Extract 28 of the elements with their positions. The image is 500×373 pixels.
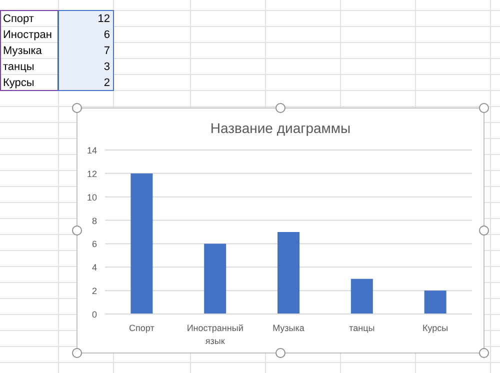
y-tick-label: 10 xyxy=(86,192,97,202)
text: 3 xyxy=(104,61,110,73)
text: танцы xyxy=(3,61,34,73)
text: 2 xyxy=(104,77,110,89)
y-tick-label: 4 xyxy=(92,262,97,273)
bar xyxy=(277,232,300,314)
x-tick-label: Музыка xyxy=(272,323,304,333)
y-tick-label: 0 xyxy=(92,310,97,320)
text: 7 xyxy=(104,45,110,57)
y-tick-label: 2 xyxy=(92,286,97,296)
x-tick-label: Спорт xyxy=(129,323,154,333)
bar xyxy=(350,278,373,314)
text: Музыка xyxy=(3,45,43,57)
chart-title: Название диаграммы xyxy=(210,120,351,136)
text: Иностран xyxy=(3,29,52,41)
y-tick-label: 8 xyxy=(92,216,97,226)
x-tick-label: Курсы xyxy=(422,323,448,333)
bar xyxy=(424,290,446,314)
bar xyxy=(130,173,153,314)
y-tick-label: 12 xyxy=(86,168,97,179)
text: Спорт xyxy=(3,13,34,25)
y-tick-label: 14 xyxy=(86,146,97,156)
bar xyxy=(204,244,226,314)
x-tick-label: танцы xyxy=(349,323,375,333)
y-tick-label: 6 xyxy=(92,239,97,250)
text: Курсы xyxy=(3,77,34,89)
x-tick-label: Иностранный язык xyxy=(186,323,244,346)
text: 6 xyxy=(104,29,110,41)
